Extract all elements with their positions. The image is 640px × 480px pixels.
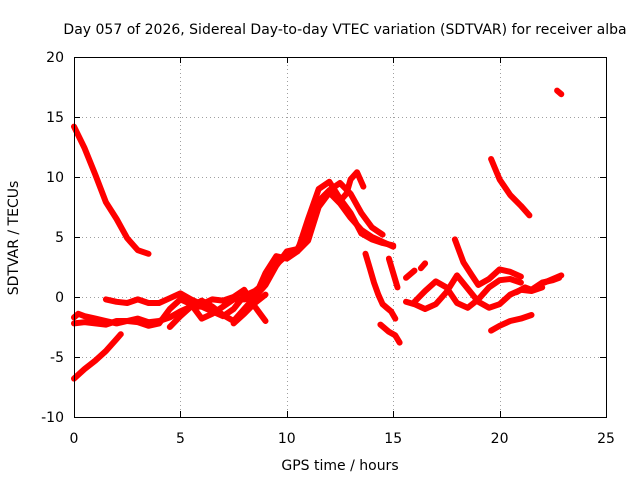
series-track-18 (488, 312, 535, 334)
x-tick-label: 5 (176, 431, 185, 447)
chart-title: Day 057 of 2026, Sidereal Day-to-day VTE… (63, 22, 626, 38)
x-tick-label: 10 (278, 431, 296, 447)
y-axis-label: SDTVAR / TECUs (6, 181, 22, 296)
grid (74, 57, 606, 417)
y-tick-label: 0 (55, 290, 64, 306)
series-track-13 (417, 260, 429, 272)
series-track-21 (554, 87, 565, 98)
plot-frame (74, 57, 607, 418)
series-track-10 (385, 255, 401, 291)
series-track-1 (71, 123, 152, 257)
y-tick-label: 5 (55, 230, 64, 246)
x-tick-label: 25 (597, 431, 615, 447)
x-tick-label: 0 (70, 431, 79, 447)
series-track-11 (377, 321, 403, 346)
data-series (71, 87, 565, 382)
series-track-8 (337, 169, 367, 204)
series-track-7 (230, 291, 269, 327)
series-track-20 (541, 272, 565, 286)
y-tick-label: 15 (46, 110, 64, 126)
x-tick-label: 15 (384, 431, 402, 447)
tick-labels: 0 5 10 15 20 25 -10 -5 0 5 10 15 20 (41, 50, 615, 447)
series-track-5 (102, 286, 269, 324)
series-track-16 (451, 236, 524, 288)
y-tick-label: 20 (46, 50, 64, 66)
y-tick-label: -5 (50, 350, 64, 366)
series-track-2 (71, 331, 124, 382)
y-tick-label: 10 (46, 170, 64, 186)
y-tick-label: -10 (41, 410, 64, 426)
x-axis-label: GPS time / hours (281, 458, 398, 474)
series-track-12 (403, 267, 418, 281)
series-track-9 (362, 250, 399, 322)
series-track-15 (411, 276, 524, 311)
x-tick-label: 20 (491, 431, 509, 447)
series-track-17 (488, 156, 533, 219)
